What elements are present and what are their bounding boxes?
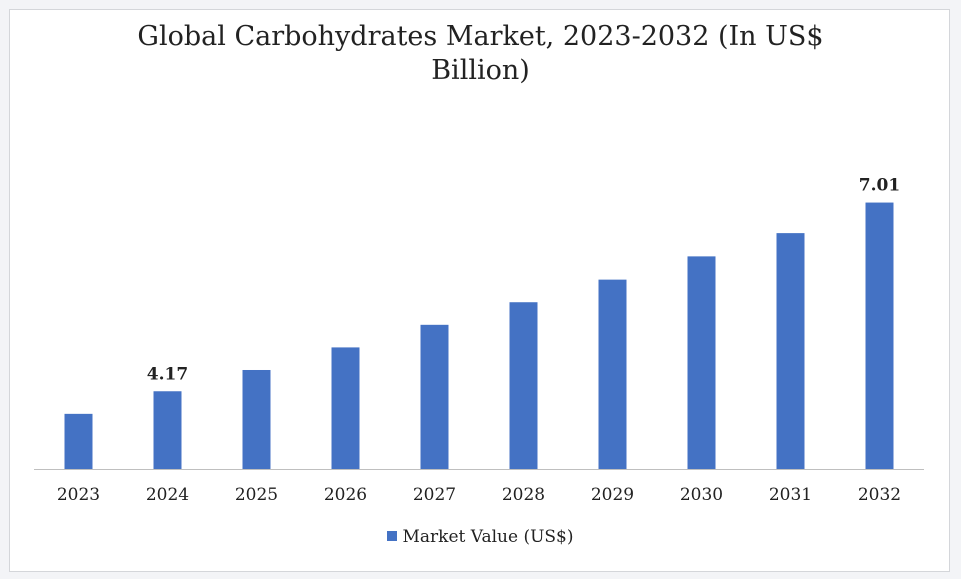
bar-2032 <box>865 202 894 469</box>
data-label-2032: 7.01 <box>859 176 900 196</box>
x-tick-label-2032: 2032 <box>858 485 901 505</box>
bar-2023 <box>64 413 93 469</box>
legend-swatch <box>387 531 398 541</box>
bar-2027 <box>420 324 449 469</box>
x-tick-label-2028: 2028 <box>502 485 545 505</box>
chart-title: Global Carbohydrates Market, 2023-2032 (… <box>0 20 961 88</box>
bar-2024 <box>153 391 182 469</box>
chart-title-line-2: Billion) <box>431 55 530 86</box>
data-label-2024: 4.17 <box>147 364 188 384</box>
x-tick-label-2023: 2023 <box>57 485 100 505</box>
bar-2025 <box>242 369 271 469</box>
chart-title-line-1: Global Carbohydrates Market, 2023-2032 (… <box>137 21 824 52</box>
x-tick-label-2031: 2031 <box>769 485 812 505</box>
legend: Market Value (US$) <box>0 527 961 547</box>
bar-2029 <box>598 279 627 469</box>
x-tick-label-2026: 2026 <box>324 485 367 505</box>
x-tick-label-2025: 2025 <box>235 485 278 505</box>
legend-label: Market Value (US$) <box>402 527 574 547</box>
bar-2031 <box>776 233 805 469</box>
x-tick-label-2030: 2030 <box>680 485 723 505</box>
bar-2026 <box>331 347 360 469</box>
x-tick-label-2027: 2027 <box>413 485 456 505</box>
x-tick-label-2024: 2024 <box>146 485 189 505</box>
x-tick-label-2029: 2029 <box>591 485 634 505</box>
bar-2028 <box>509 302 538 469</box>
bar-2030 <box>687 256 716 469</box>
